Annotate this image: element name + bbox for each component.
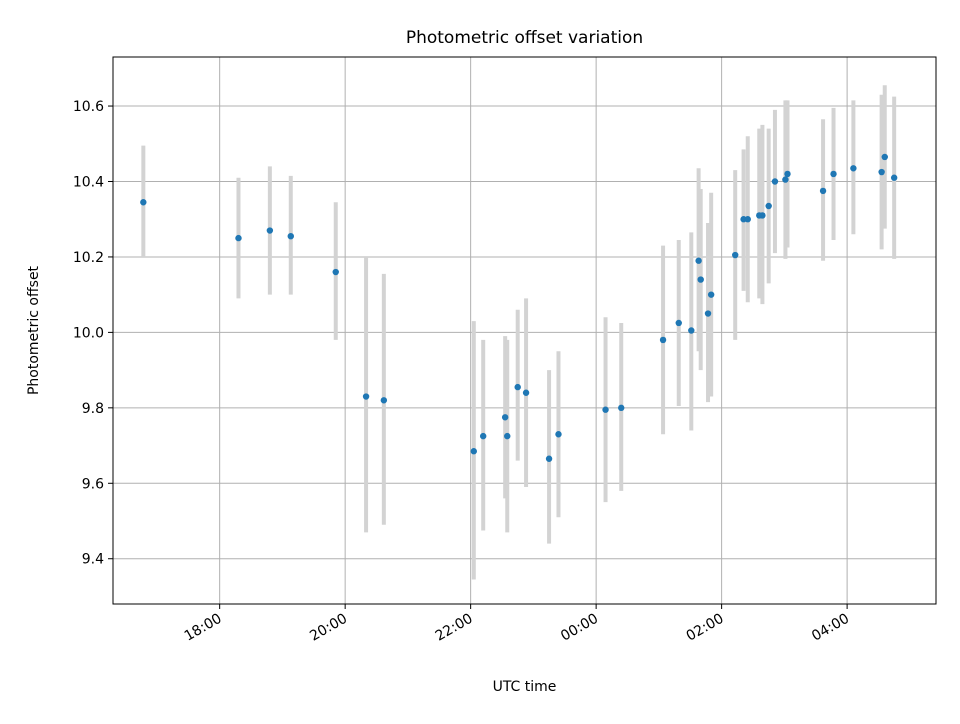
data-point <box>830 170 837 178</box>
y-tick-label: 10.0 <box>73 325 104 341</box>
x-axis-label: UTC time <box>493 679 557 695</box>
data-points <box>140 153 898 462</box>
data-point <box>675 319 682 327</box>
data-point <box>504 432 511 440</box>
data-point <box>732 251 739 259</box>
y-tick-label: 10.2 <box>73 250 104 266</box>
data-point <box>744 216 751 223</box>
data-point <box>140 199 147 206</box>
y-tick-label: 10.4 <box>73 174 104 190</box>
data-point <box>287 232 294 240</box>
chart-title: Photometric offset variation <box>406 28 643 48</box>
data-point <box>704 310 712 317</box>
data-point <box>235 234 242 242</box>
data-point <box>881 153 888 161</box>
data-point <box>878 168 885 176</box>
y-tick-label: 9.8 <box>82 401 104 417</box>
data-point <box>759 212 766 219</box>
data-point <box>784 170 791 178</box>
grid-lines <box>113 57 936 604</box>
data-point <box>470 448 477 455</box>
data-point <box>782 176 789 183</box>
data-point <box>332 268 339 276</box>
y-tick-label: 9.4 <box>82 552 104 568</box>
data-point <box>380 397 388 404</box>
data-point <box>555 431 562 438</box>
data-point <box>688 327 695 334</box>
data-point <box>707 291 715 298</box>
axes-frame <box>112 56 937 605</box>
y-axis-label: Photometric offset <box>26 265 42 395</box>
data-point <box>602 406 609 413</box>
data-point <box>266 227 274 234</box>
data-point <box>479 432 487 440</box>
data-point <box>890 174 898 181</box>
data-point <box>819 187 827 195</box>
data-point <box>618 404 625 412</box>
y-tick-label: 10.6 <box>73 99 104 115</box>
data-point <box>765 202 772 210</box>
data-point <box>850 165 857 172</box>
data-point <box>695 257 702 264</box>
data-point <box>697 276 704 283</box>
data-point <box>501 414 509 421</box>
data-point <box>362 393 370 400</box>
data-point <box>771 178 779 185</box>
y-tick-label: 9.6 <box>82 476 104 492</box>
data-point <box>545 455 553 462</box>
data-point <box>514 383 521 391</box>
data-point <box>522 389 530 396</box>
data-point <box>659 336 667 344</box>
